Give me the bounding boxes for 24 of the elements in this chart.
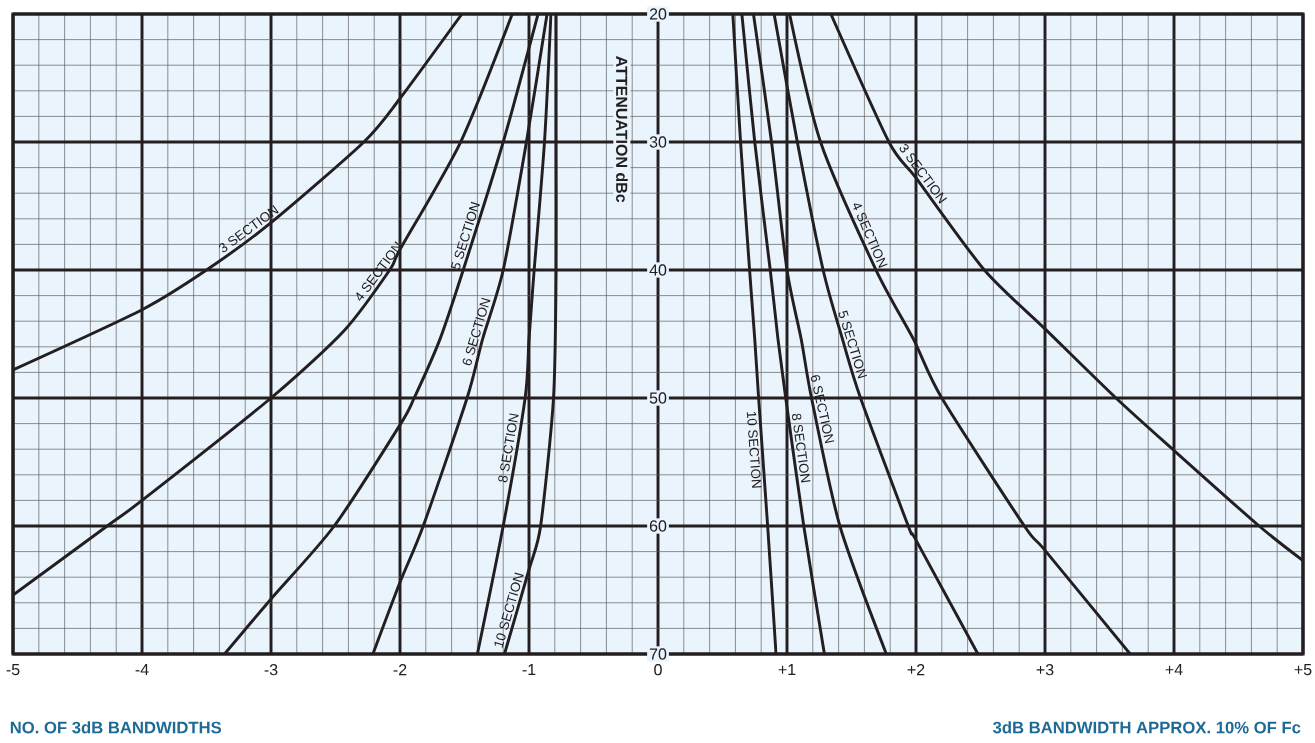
text: 6 SECTION (810, 375, 835, 444)
x-tick-label: -1 (522, 664, 536, 676)
x-tick-label: -3 (264, 664, 278, 676)
y-tick-label: 30 (649, 136, 667, 148)
x-tick-label: -5 (6, 664, 20, 676)
x-tick-label: -4 (135, 664, 149, 676)
x-tick-label: +3 (1036, 664, 1054, 676)
y-axis-title: ATTENUATION dBc (616, 56, 628, 203)
x-tick-label: -2 (393, 664, 407, 676)
text: 8 SECTION (791, 413, 811, 483)
y-tick-label: 40 (649, 264, 667, 276)
x-axis-title: NO. OF 3dB BANDWIDTHS (10, 721, 222, 734)
text: 3dB BANDWIDTH APPROX. 10% OF Fc (992, 721, 1301, 734)
text: 8 SECTION (498, 413, 519, 483)
y-tick-label: 60 (649, 520, 667, 532)
x-tick-label: 0 (654, 664, 662, 676)
text: 10 SECTION (746, 412, 762, 488)
x-tick-label: +4 (1165, 664, 1183, 676)
x-tick-label: +1 (778, 664, 796, 676)
y-tick-label: 70 (649, 648, 667, 660)
x-tick-label: +5 (1294, 664, 1312, 676)
y-tick-label: 50 (649, 392, 667, 404)
y-tick-label: 20 (649, 8, 667, 20)
x-tick-label: +2 (907, 664, 925, 676)
